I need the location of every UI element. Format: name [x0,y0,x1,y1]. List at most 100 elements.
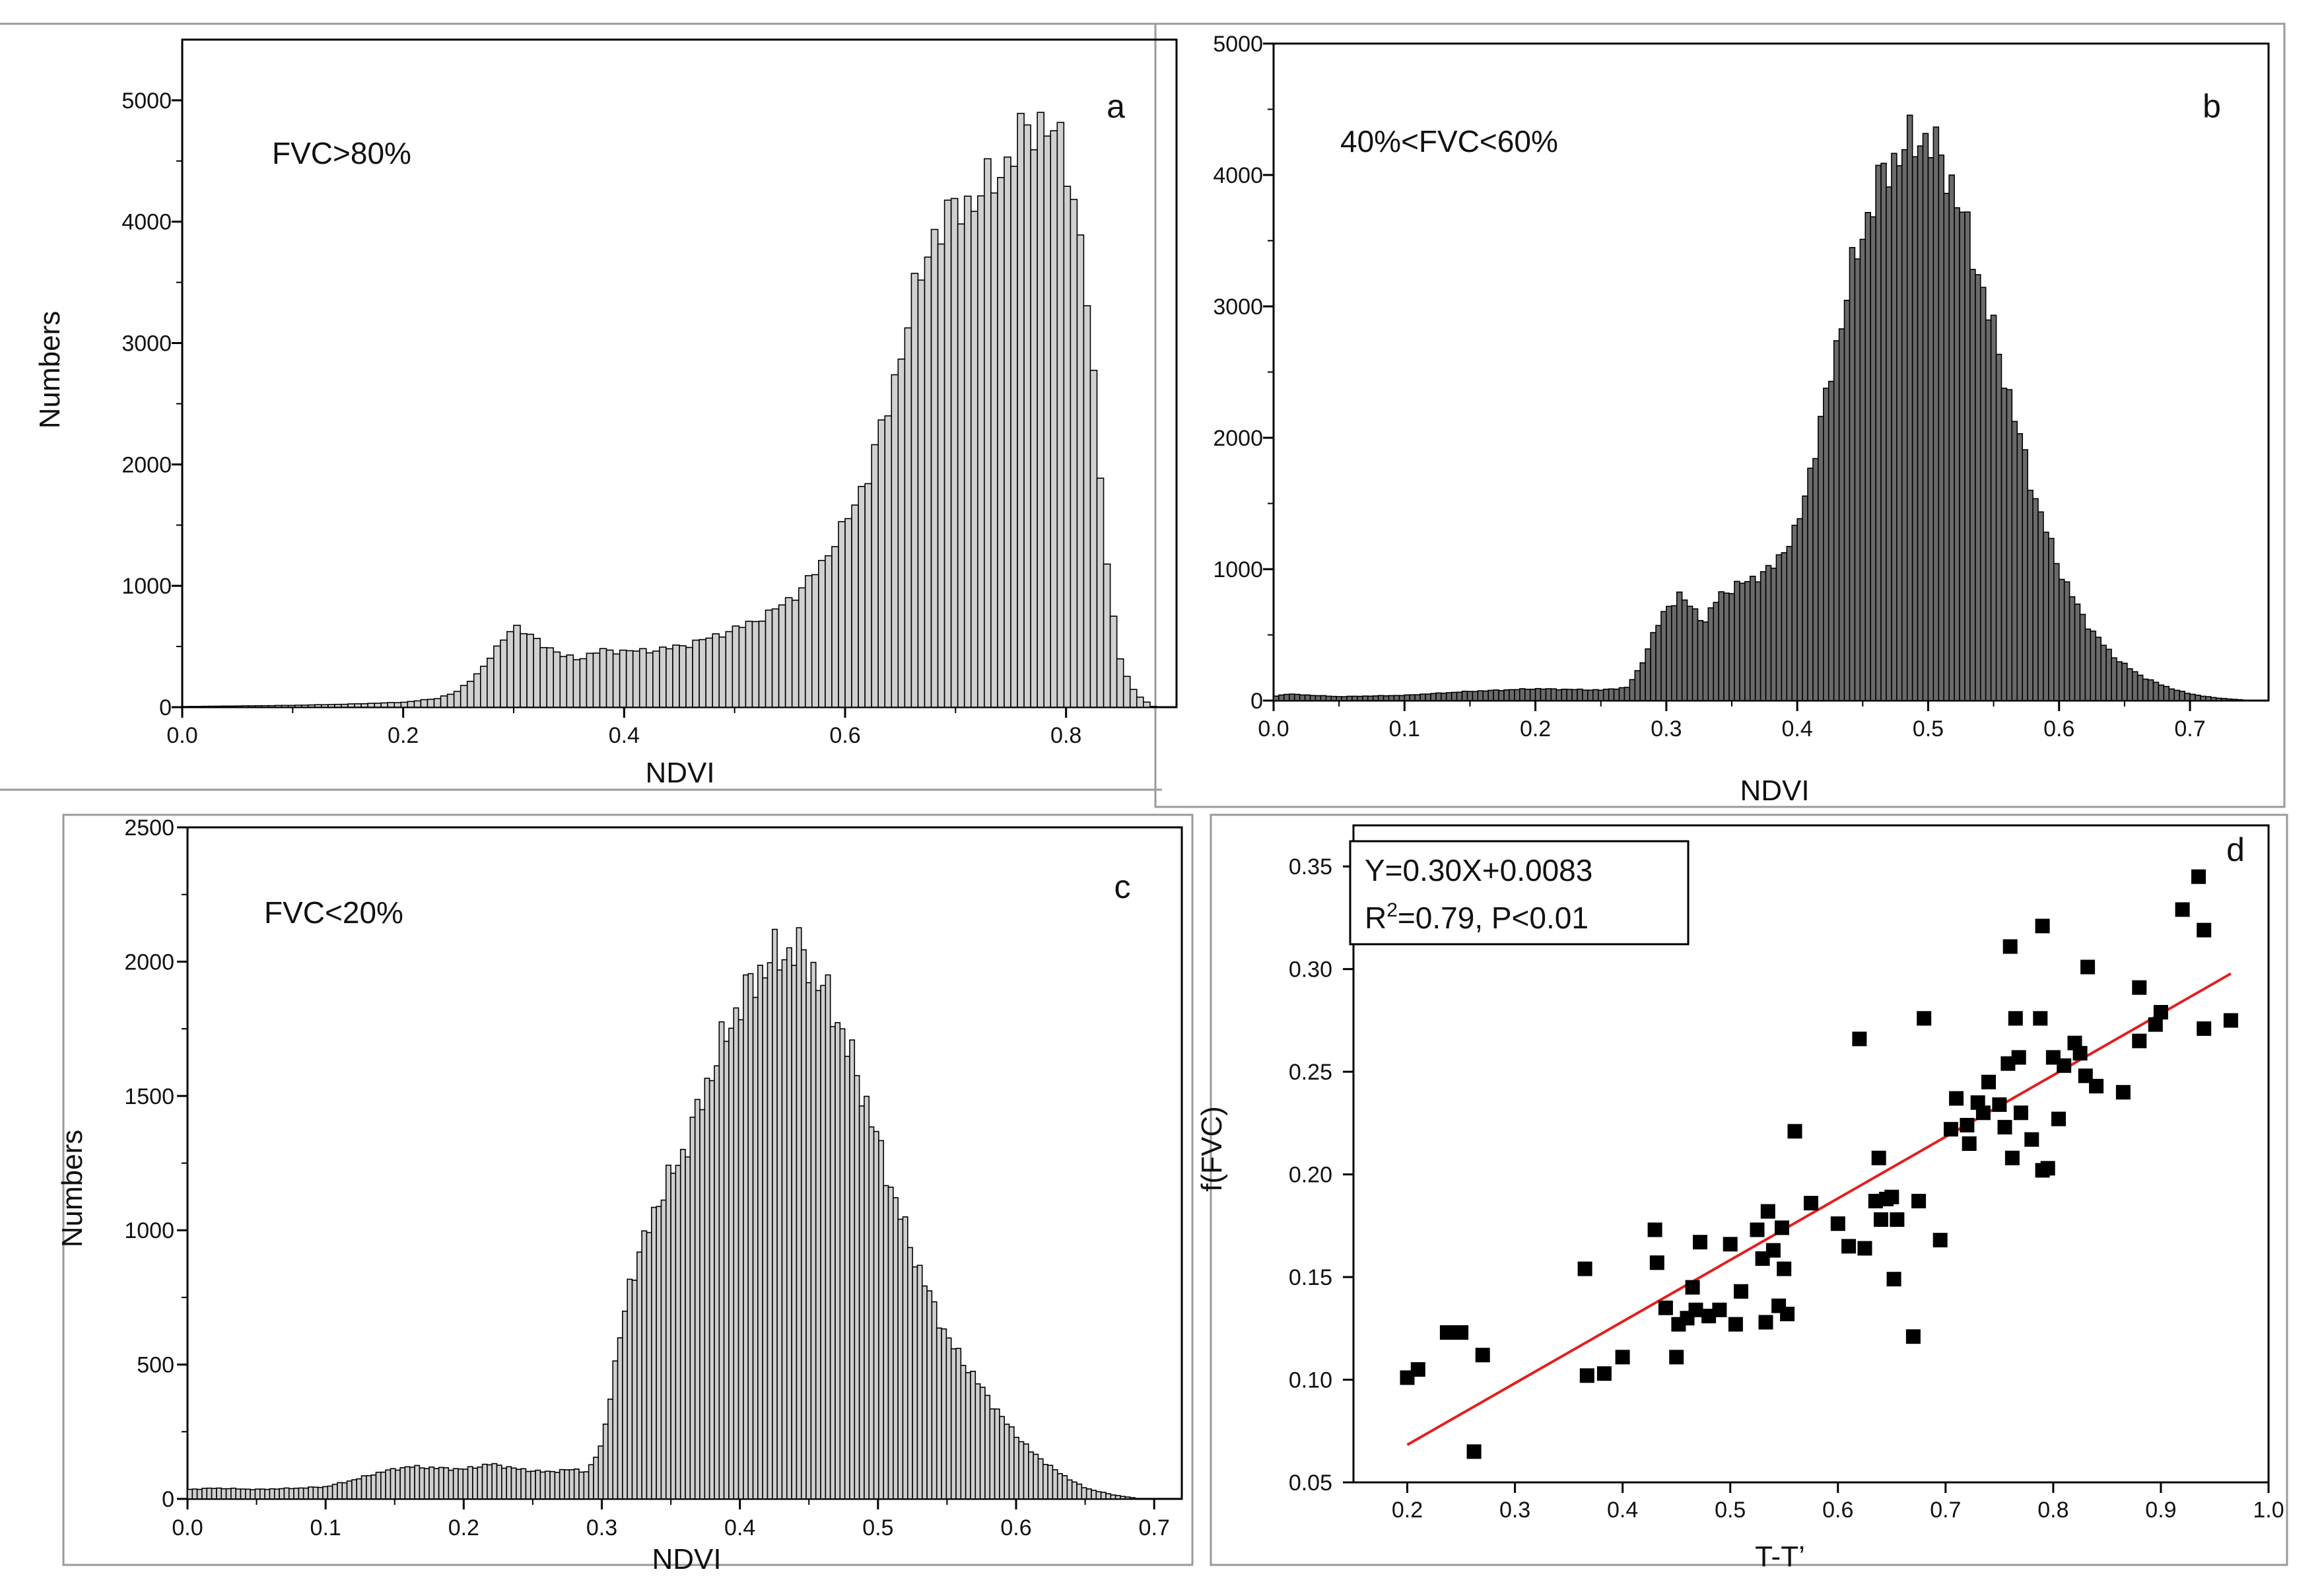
panel-a-bar [427,699,435,708]
panel-c-bar [211,1488,217,1500]
panel-b-bar [1461,691,1468,701]
panel-b-bar [2205,696,2212,701]
panel-b-bar [2058,578,2065,701]
panel-b-bar [1357,695,1363,701]
panel-b-bar [1493,689,1499,701]
panel-b-bar [1451,691,1458,701]
panel-c-bar [380,1471,386,1500]
panel-c-bar [346,1480,353,1500]
panel-a-bar [599,648,607,708]
scatter-point [2011,1050,2026,1065]
panel-b-bar [2147,679,2154,701]
panel-b-bar [1995,353,2002,701]
panel-c-bar [1129,1497,1136,1500]
panel-a-bar [1116,658,1124,708]
scatter-point [1780,1307,1795,1321]
panel-b: 0.0 0.1 0.2 0.3 0.4 0.5 0.6 0.7 0 1000 2000 3000 400… [1213,32,2270,807]
panel-c-bar [404,1466,411,1500]
panel-a-bar [367,703,375,708]
panel-b-bar [2231,699,2238,701]
panel-b-bar [2043,532,2049,701]
panel-a-bar [1136,696,1144,708]
panel-b-bar [1932,126,1940,701]
panel-b-bar [2022,449,2028,701]
panel-a-bar [943,199,952,708]
panel-c-x-tick-label: 0.5 [862,1515,893,1540]
panel-a-y-tick-label: 4000 [121,210,172,235]
panel-c-bar [1033,1453,1039,1500]
panel-d: 0.2 0.3 0.4 0.5 0.6 0.7 0.8 0.9 1.0 0.05 0.10 0.15 0… [1196,824,2284,1573]
panel-b-bar [1293,693,1301,701]
panel-c-bar [791,965,798,1500]
panel-d-x-tick-label: 0.3 [1499,1498,1530,1523]
panel-a-bar [1010,166,1018,708]
panel-a-bar [241,705,250,708]
panel-a-bar [433,698,442,708]
panel-c-bar [704,1078,710,1500]
panel-b-letter: b [2203,88,2221,125]
panel-a-bar [460,685,468,708]
scatter-point [1775,1220,1789,1235]
panel-b-bar [1602,689,1610,701]
scatter-point [1758,1315,1773,1330]
panel-b-x-tick-label: 0.4 [1782,716,1813,742]
panel-c-bar [568,1469,575,1500]
panel-a-bar [745,621,753,708]
panel-b-bar [2116,661,2123,701]
panel-a-bar [632,650,640,708]
panel-d-y-tick-label: 0.20 [1289,1163,1332,1188]
panel-b-bar [1911,156,1919,701]
panel-b-bar [1655,625,1662,701]
panel-c-bar [747,973,754,1500]
panel-a-bar [1122,675,1131,708]
panel-b-bar [1629,679,1636,701]
scatter-point [1765,1243,1781,1258]
panel-c-bar [825,974,831,1500]
panel-a-bar [950,197,959,708]
panel-a-bar [479,666,488,708]
panel-c-bar [506,1466,512,1500]
panel-c-bar [1110,1494,1116,1500]
panel-b-bar [2037,511,2044,701]
panel-a-bar [1063,186,1072,708]
panel-b-bar [1592,689,1599,701]
panel-c-bar [308,1486,314,1500]
panel-b-bar [2100,644,2107,701]
panel-c-bar [423,1468,430,1500]
panel-c-bar [385,1469,392,1500]
scatter-point [1685,1280,1700,1295]
panel-a-bar [579,658,588,708]
panel-a-bar [261,705,269,708]
panel-c-bar [191,1488,198,1500]
panel-b-x-tick-label: 0.6 [2043,716,2074,742]
scatter-point [2089,1078,2104,1093]
panel-b-bar [1802,495,1808,701]
panel-b-bar [2000,388,2008,701]
panel-c-bar [1004,1424,1010,1500]
scatter-point [1596,1366,1612,1381]
panel-c-bar [530,1470,536,1500]
panel-d-x-tick-label: 0.7 [1930,1498,1961,1523]
panel-c-bar [796,927,802,1500]
panel-c-bar [598,1445,604,1500]
panel-c-bar [583,1471,590,1500]
panel-d-x-tick-label: 0.8 [2037,1498,2068,1523]
panel-c-bar [375,1471,382,1500]
scatter-point [2223,1013,2238,1028]
panel-b-bars [1273,114,2254,701]
panel-c-bar [878,1140,885,1500]
panel-c-bar [767,962,773,1500]
panel-b-x-axis-label: NDVI [1740,775,1809,807]
panel-a-bar [360,703,368,708]
panel-a-bar [705,637,714,708]
panel-b-bar [1524,689,1531,701]
panel-a-y-axis-label: Numbers [34,311,66,429]
panel-c-bar [907,1247,913,1500]
panel-a-bar [513,625,521,708]
panel-c-bar [1091,1490,1097,1500]
panel-c-y-tick-label: 0 [162,1487,174,1512]
panel-a-bar [466,681,475,708]
scatter-point [2014,1105,2028,1121]
panel-b-bar [1288,693,1295,701]
